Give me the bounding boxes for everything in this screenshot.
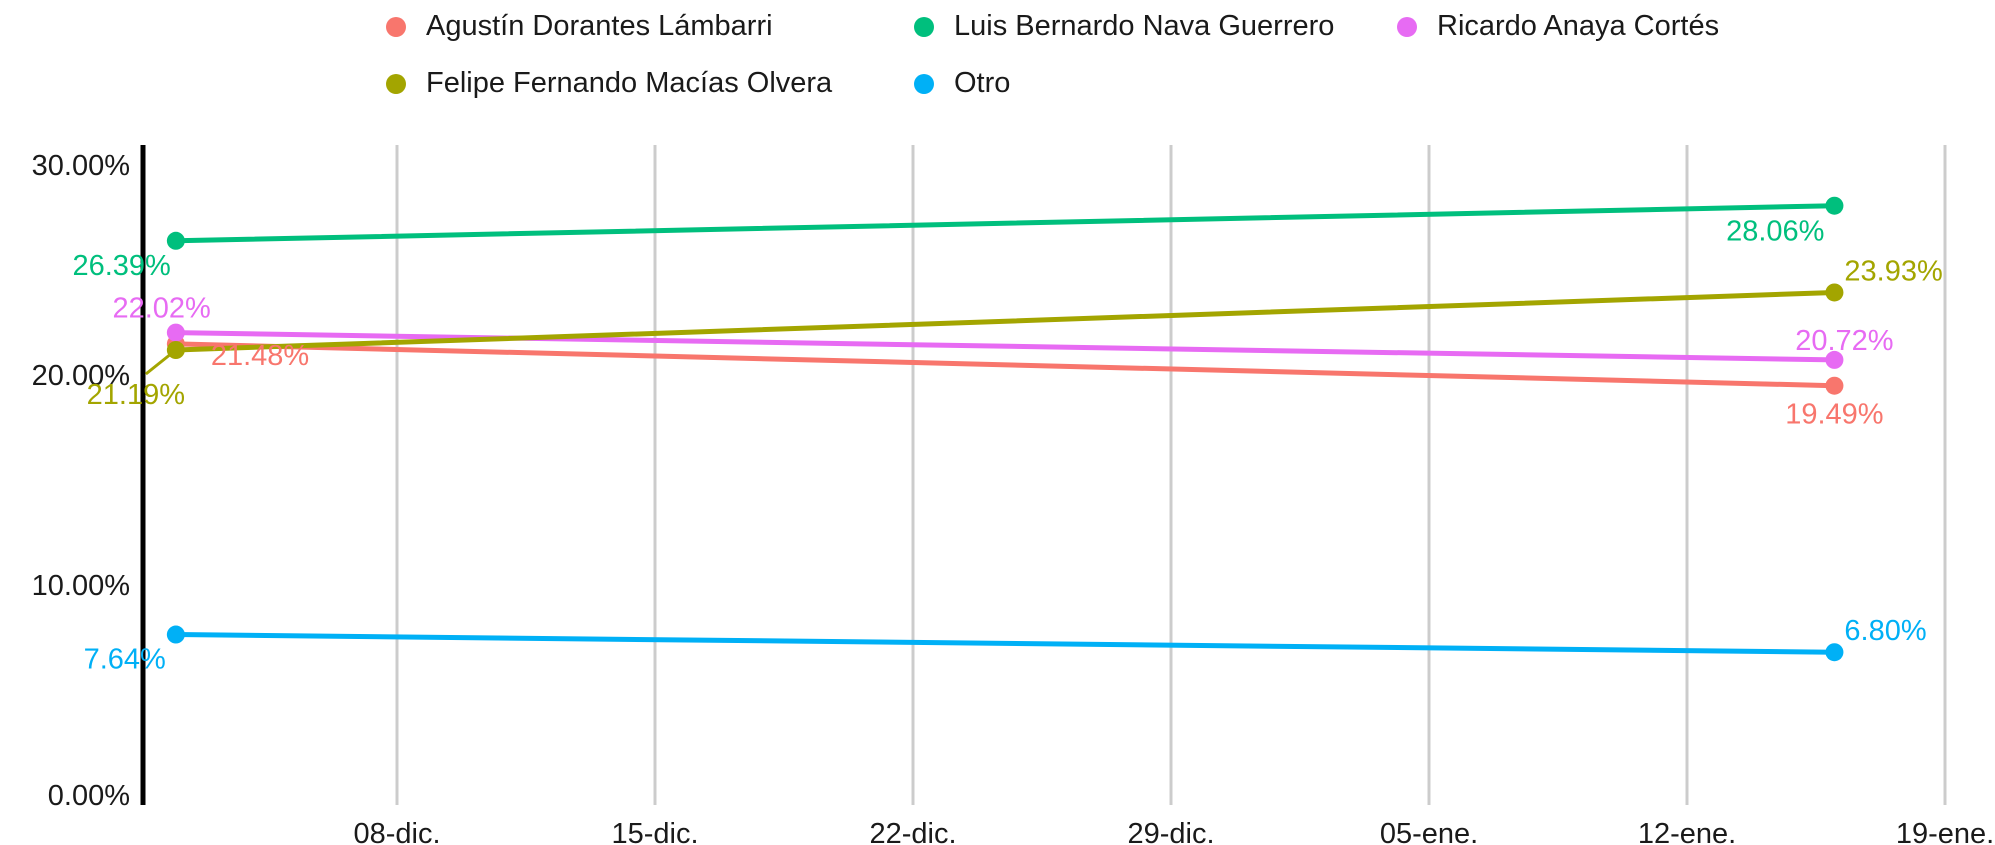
- legend-dot-icon: [386, 16, 406, 37]
- legend-dot-icon: [914, 16, 934, 37]
- data-label: 7.64%: [84, 644, 166, 676]
- legend-label: Luis Bernardo Nava Guerrero: [954, 10, 1335, 42]
- series-line: [173, 632, 1837, 655]
- y-tick-label: 30.00%: [32, 150, 130, 182]
- y-tick-label: 0.00%: [48, 780, 130, 812]
- legend-dot-icon: [914, 73, 934, 94]
- legend-label: Ricardo Anaya Cortés: [1437, 10, 1720, 42]
- data-labels: 21.48% 19.49% 26.39% 28.06% 22.02% 20.72% 21.1…: [72, 216, 1942, 676]
- series-lines: [173, 203, 1837, 655]
- x-tick-label: 29-dic.: [1127, 818, 1214, 845]
- series-line: [173, 203, 1837, 244]
- legend-label: Felipe Fernando Macías Olvera: [426, 67, 833, 99]
- data-point: [1825, 350, 1844, 369]
- x-tick-label: 22-dic.: [869, 818, 956, 845]
- grid-lines: [395, 145, 1947, 805]
- label-leader-line: [144, 348, 177, 376]
- data-label: 21.48%: [211, 340, 309, 372]
- legend: Agustín Dorantes Lámbarri Luis Bernardo …: [0, 0, 1995, 120]
- data-label: 20.72%: [1795, 325, 1893, 357]
- legend-item-felipe: Felipe Fernando Macías Olvera: [386, 67, 832, 100]
- data-point: [166, 323, 185, 342]
- data-label: 26.39%: [72, 250, 170, 282]
- series-line: [173, 289, 1837, 353]
- legend-item-luis: Luis Bernardo Nava Guerrero: [914, 10, 1334, 43]
- legend-item-otro: Otro: [914, 67, 1010, 100]
- data-point: [1825, 196, 1844, 215]
- y-tick-label: 20.00%: [32, 360, 130, 392]
- legend-item-agustin: Agustín Dorantes Lámbarri: [386, 10, 773, 43]
- legend-dot-icon: [386, 73, 406, 94]
- legend-label: Otro: [954, 67, 1011, 99]
- data-point: [1825, 376, 1844, 395]
- data-label: 22.02%: [112, 293, 210, 325]
- legend-label: Agustín Dorantes Lámbarri: [426, 10, 773, 42]
- y-tick-label: 10.00%: [32, 570, 130, 602]
- series-line: [173, 330, 1837, 363]
- x-tick-label: 05-ene.: [1380, 818, 1478, 845]
- data-point: [166, 231, 185, 250]
- data-label: 6.80%: [1844, 615, 1926, 647]
- data-label: 28.06%: [1726, 216, 1824, 248]
- data-point: [1825, 643, 1844, 662]
- data-label: 23.93%: [1844, 255, 1942, 287]
- data-label: 21.19%: [87, 379, 185, 411]
- x-tick-label: 12-ene.: [1638, 818, 1736, 845]
- data-point: [1825, 283, 1844, 302]
- data-points: [166, 196, 1844, 662]
- legend-item-ricardo: Ricardo Anaya Cortés: [1397, 10, 1719, 43]
- axes: 08-dic. 15-dic. 22-dic. 29-dic. 05-ene. 12-en…: [32, 145, 1994, 845]
- legend-dot-icon: [1397, 16, 1417, 37]
- x-tick-label: 08-dic.: [353, 818, 440, 845]
- data-label: 19.49%: [1785, 399, 1883, 431]
- x-tick-label: 15-dic.: [611, 818, 698, 845]
- series-line: [173, 341, 1837, 389]
- x-tick-label: 19-ene.: [1896, 818, 1994, 845]
- data-point: [166, 625, 185, 644]
